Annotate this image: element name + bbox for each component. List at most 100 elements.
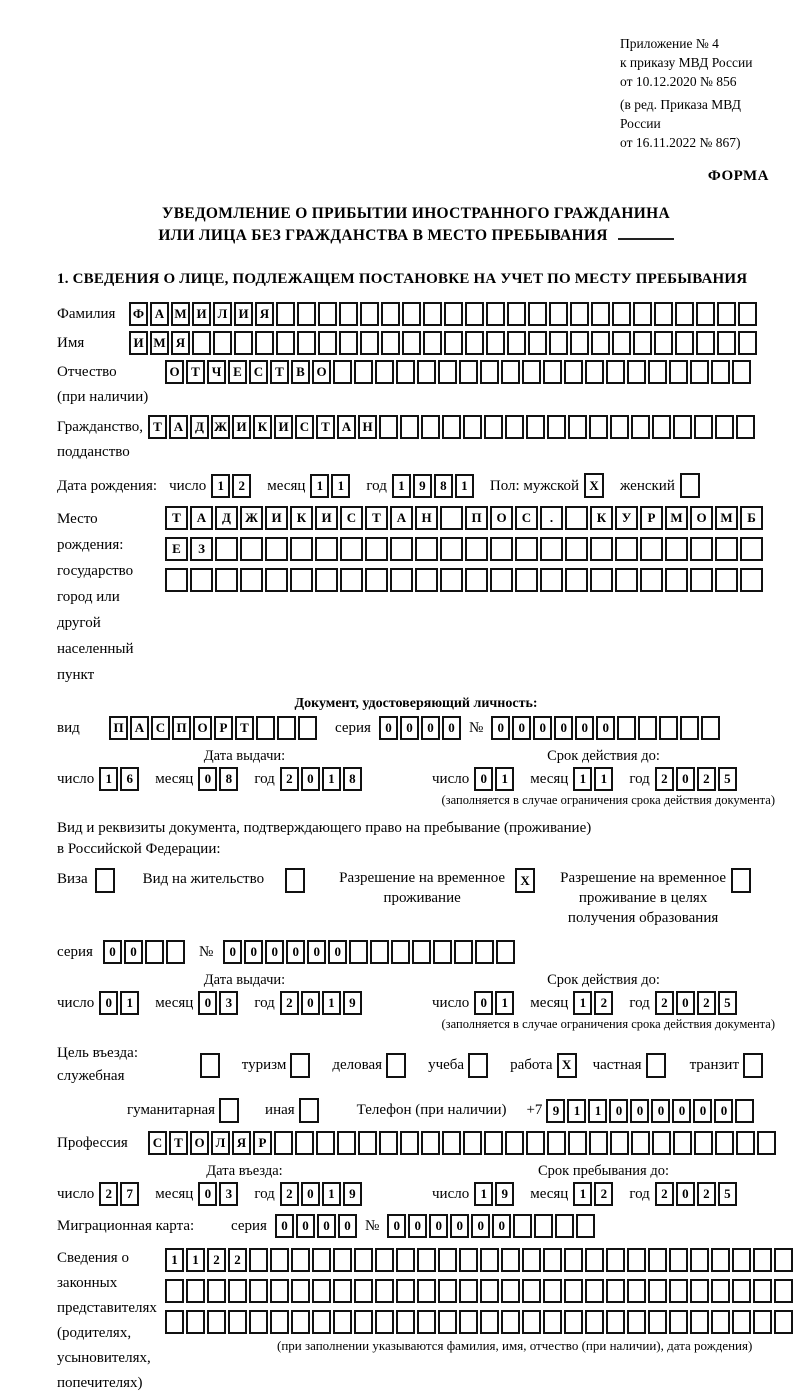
form-cell[interactable] [354,360,373,384]
form-cell[interactable]: 0 [300,991,320,1015]
form-cell[interactable]: 1 [321,1182,341,1206]
form-cell[interactable] [463,1131,482,1155]
form-cell[interactable]: Р [253,1131,272,1155]
form-cell[interactable]: 0 [672,1098,692,1123]
form-cell[interactable] [186,1279,205,1303]
form-cell[interactable] [375,1279,394,1303]
form-cell[interactable] [507,302,526,326]
form-cell[interactable] [669,1310,688,1334]
form-cell[interactable]: 0 [474,991,494,1015]
form-cell[interactable] [711,1248,730,1272]
form-cell[interactable] [680,716,700,740]
form-cell[interactable]: 1 [331,473,351,498]
form-cell[interactable] [740,568,763,592]
form-cell[interactable] [165,1279,184,1303]
form-cell[interactable] [654,302,673,326]
form-cell[interactable] [711,1310,730,1334]
form-cell[interactable] [333,1310,352,1334]
form-cell[interactable] [240,568,263,592]
purpose-other-checkbox[interactable] [298,1098,321,1123]
form-cell[interactable]: 1 [573,767,593,791]
form-cell[interactable]: 9 [546,1098,566,1123]
form-cell[interactable]: С [295,415,314,439]
form-cell[interactable] [673,415,692,439]
form-cell[interactable]: И [232,415,251,439]
form-cell[interactable] [396,1279,415,1303]
form-cell[interactable] [417,1248,436,1272]
form-cell[interactable]: 0 [295,1214,315,1238]
form-cell[interactable] [402,331,421,355]
form-cell[interactable]: А [130,716,149,740]
form-cell[interactable] [612,331,631,355]
form-cell[interactable]: 0 [102,940,122,964]
form-cell[interactable] [468,1052,489,1078]
temp-permit-checkbox[interactable]: X [515,868,537,893]
form-cell[interactable] [249,1248,268,1272]
form-cell[interactable]: И [265,506,288,530]
form-cell[interactable]: О [690,506,713,530]
form-cell[interactable] [277,716,296,740]
form-cell[interactable] [543,1279,562,1303]
form-cell[interactable] [391,940,411,964]
form-cell[interactable] [715,568,738,592]
form-cell[interactable]: 2 [279,767,299,791]
form-cell[interactable]: 9 [342,991,362,1015]
form-cell[interactable] [360,302,379,326]
form-cell[interactable] [585,360,604,384]
form-cell[interactable]: 1 [588,1098,608,1123]
form-cell[interactable] [534,1214,554,1238]
form-cell[interactable]: 0 [123,940,143,964]
purpose-private-checkbox[interactable] [645,1052,668,1078]
form-cell[interactable] [290,537,313,561]
form-cell[interactable] [298,1098,319,1123]
form-cell[interactable] [732,1248,751,1272]
form-cell[interactable]: 1 [165,1248,184,1272]
temp-permit-edu-checkbox[interactable] [731,868,753,893]
form-cell[interactable] [526,1131,545,1155]
form-cell[interactable] [547,415,566,439]
form-cell[interactable]: Л [213,302,232,326]
form-cell[interactable]: 0 [693,1098,713,1123]
form-cell[interactable]: 0 [714,1098,734,1123]
form-cell[interactable] [381,302,400,326]
form-cell[interactable]: 1 [573,1182,593,1206]
form-cell[interactable] [568,415,587,439]
form-cell[interactable] [690,1279,709,1303]
form-cell[interactable] [564,1248,583,1272]
form-cell[interactable]: П [109,716,128,740]
form-cell[interactable] [290,1052,311,1078]
form-cell[interactable]: 2 [654,1182,674,1206]
form-cell[interactable] [675,331,694,355]
form-cell[interactable]: А [150,302,169,326]
form-cell[interactable] [484,1131,503,1155]
form-cell[interactable]: 2 [99,1182,119,1206]
form-cell[interactable] [669,1248,688,1272]
form-cell[interactable] [627,360,646,384]
purpose-transit-checkbox[interactable] [743,1052,765,1078]
form-cell[interactable]: С [515,506,538,530]
form-cell[interactable] [265,568,288,592]
form-cell[interactable] [415,568,438,592]
form-cell[interactable] [694,1131,713,1155]
form-cell[interactable] [589,415,608,439]
form-cell[interactable] [349,940,369,964]
form-cell[interactable] [415,537,438,561]
form-cell[interactable] [669,360,688,384]
form-cell[interactable] [486,302,505,326]
form-cell[interactable] [318,302,337,326]
form-cell[interactable]: 0 [533,716,553,740]
form-cell[interactable] [444,331,463,355]
form-cell[interactable]: 0 [244,940,264,964]
form-cell[interactable] [186,1310,205,1334]
form-cell[interactable]: 0 [554,716,574,740]
form-cell[interactable] [249,1310,268,1334]
form-cell[interactable]: 0 [300,1182,320,1206]
form-cell[interactable] [480,1248,499,1272]
form-cell[interactable] [417,360,436,384]
form-cell[interactable]: 2 [594,1182,614,1206]
form-cell[interactable]: Т [365,506,388,530]
form-cell[interactable] [654,331,673,355]
form-cell[interactable] [480,360,499,384]
form-cell[interactable]: Р [640,506,663,530]
form-cell[interactable] [738,302,757,326]
